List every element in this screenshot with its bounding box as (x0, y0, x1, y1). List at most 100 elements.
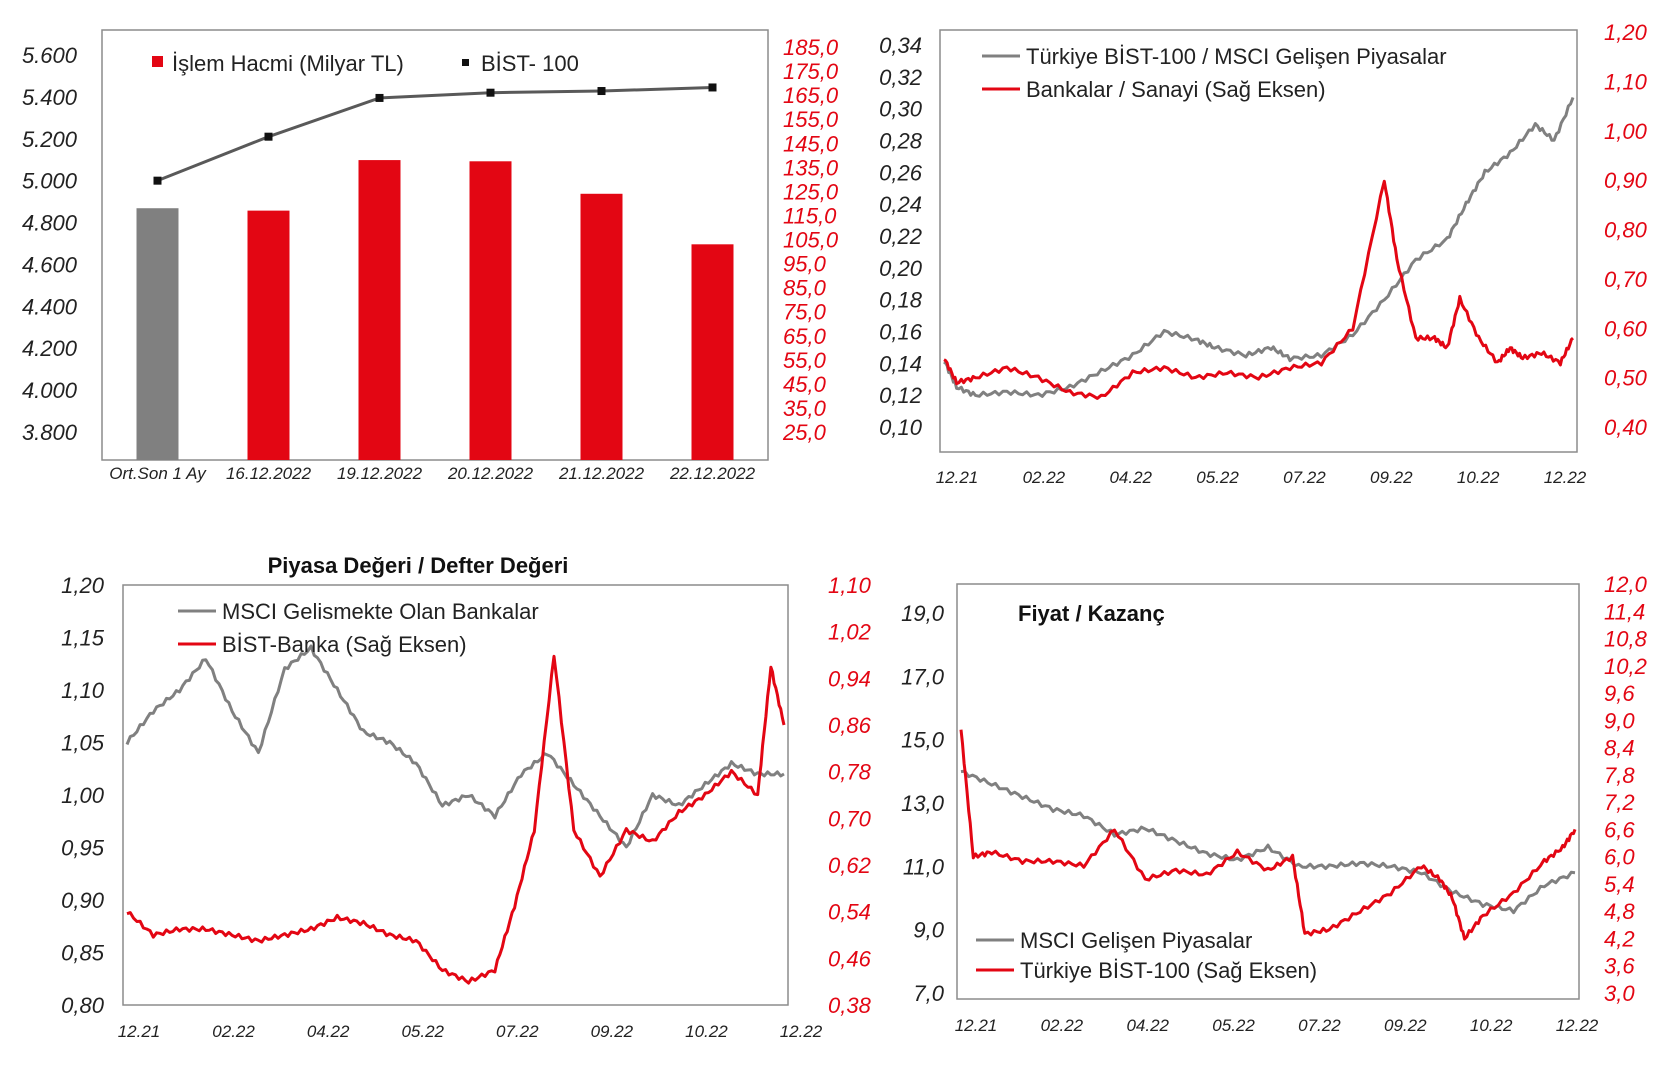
chart3-right-tick-label: 1,10 (828, 573, 872, 598)
chart1-left-tick-label: 4.400 (22, 294, 78, 319)
chart1-right-tick-label: 55,0 (783, 348, 827, 373)
chart3-right-tick-label: 0,78 (828, 760, 872, 785)
chart3-right-tick-label: 1,02 (828, 620, 871, 645)
chart1-right-tick-label: 65,0 (783, 324, 827, 349)
chart2-legend: Türkiye BİST-100 / MSCI Gelişen Piyasala… (982, 44, 1447, 102)
chart4-right-tick-label: 4,8 (1604, 899, 1635, 924)
chart4-left-tick-label: 13,0 (901, 791, 945, 816)
chart3-right-tick-label: 0,54 (828, 900, 871, 925)
chart2-right-tick-label: 0,40 (1604, 415, 1648, 440)
chart3-x-tick-label: 04.22 (307, 1022, 350, 1041)
chart2-right-tick-label: 0,60 (1604, 316, 1648, 341)
chart4-x-tick-label: 12.21 (955, 1016, 998, 1035)
chart4-left-tick-label: 17,0 (901, 664, 945, 689)
chart3-legend: MSCI Gelismekte Olan Bankalar BİST-Banka… (178, 599, 539, 657)
chart4-right-tick-label: 7,8 (1604, 763, 1635, 788)
chart4-x-tick-label: 09.22 (1384, 1016, 1427, 1035)
chart3-left-tick-label: 0,95 (61, 836, 105, 861)
chart4-left-tick-label: 11,0 (903, 854, 945, 879)
chart2-left-tick-label: 0,20 (879, 256, 923, 281)
chart1-x-tick-label: 21.12.2022 (558, 464, 645, 483)
chart1-right-tick-label: 145,0 (783, 131, 839, 156)
chart1-bist-point (708, 83, 717, 92)
chart3-right-tick-label: 0,62 (828, 853, 871, 878)
chart4-right-tick-label: 4,2 (1604, 926, 1635, 951)
chart2-left-tick-label: 0,22 (879, 224, 922, 249)
chart1-right-tick-label: 85,0 (783, 276, 827, 301)
chart1-right-tick-label: 165,0 (783, 83, 839, 108)
chart2-x-tick-label: 07.22 (1283, 468, 1326, 487)
chart4-legend: MSCI Gelişen Piyasalar Türkiye BİST-100 … (976, 928, 1317, 983)
chart3-left-tick-label: 0,80 (61, 993, 105, 1018)
chart1-left-tick-label: 5.600 (22, 43, 78, 68)
chart3-x-tick-label: 12.22 (780, 1022, 823, 1041)
chart1-x-tick-label: 22.12.2022 (669, 464, 756, 483)
chart1-legend: İşlem Hacmi (Milyar TL) BİST- 100 (152, 51, 579, 76)
chart1-right-tick-label: 175,0 (783, 59, 839, 84)
chart4-legend-label-msci-em: MSCI Gelişen Piyasalar (1020, 928, 1252, 953)
chart3-legend-label-msci-banks: MSCI Gelismekte Olan Bankalar (222, 599, 539, 624)
chart3-right-tick-label: 0,38 (828, 993, 872, 1018)
chart-pb-ratio: Piyasa Değeri / Defter Değeri 1,20 1,15 1,… (61, 553, 871, 1041)
chart4-right-tick-label: 10,8 (1604, 627, 1648, 652)
chart2-right-tick-label: 1,00 (1604, 119, 1648, 144)
chart1-bar (580, 193, 623, 460)
chart2-x-tick-label: 09.22 (1370, 468, 1413, 487)
chart1-bar (469, 161, 512, 460)
chart2-legend-label-bist-msci: Türkiye BİST-100 / MSCI Gelişen Piyasala… (1026, 44, 1447, 69)
chart1-legend-label-volume: İşlem Hacmi (Milyar TL) (172, 51, 404, 76)
chart3-right-tick-label: 0,46 (828, 946, 872, 971)
chart3-series-line-red (126, 654, 786, 985)
chart3-x-tick-label: 02.22 (212, 1022, 255, 1041)
chart3-left-tick-label: 1,00 (61, 783, 105, 808)
chart1-legend-label-bist: BİST- 100 (481, 51, 579, 76)
chart1-bar (136, 208, 179, 460)
chart1-right-tick-label: 125,0 (783, 179, 839, 204)
chart1-right-tick-label: 115,0 (783, 203, 837, 228)
chart2-right-tick-label: 0,80 (1604, 218, 1648, 243)
chart1-right-tick-label: 135,0 (783, 155, 839, 180)
chart3-left-tick-label: 1,05 (61, 731, 105, 756)
chart3-right-tick-label: 0,70 (828, 806, 872, 831)
chart1-left-tick-label: 5.400 (22, 85, 78, 110)
chart3-right-tick-label: 0,94 (828, 666, 871, 691)
chart1-right-tick-label: 25,0 (782, 420, 827, 445)
chart1-left-tick-label: 4.800 (22, 211, 78, 236)
chart2-left-tick-label: 0,24 (879, 192, 922, 217)
chart1-x-tick-label: 20.12.2022 (447, 464, 534, 483)
chart2-left-tick-label: 0,28 (879, 129, 923, 154)
chart4-left-tick-label: 15,0 (901, 728, 945, 753)
chart1-legend-swatch-line (462, 59, 469, 66)
chart3-left-tick-label: 1,15 (61, 626, 105, 651)
chart4-right-tick-label: 3,6 (1604, 954, 1635, 979)
chart4-right-tick-label: 6,6 (1604, 817, 1635, 842)
chart2-left-tick-label: 0,18 (879, 288, 923, 313)
chart1-bist-point (597, 87, 606, 96)
chart3-plot-frame (122, 584, 789, 1006)
chart4-x-tick-label: 02.22 (1041, 1016, 1084, 1035)
chart2-series-line-gray (943, 96, 1575, 398)
chart1-left-tick-label: 4.000 (22, 378, 78, 403)
chart1-right-tick-label: 185,0 (783, 35, 839, 60)
chart2-right-tick-label: 0,90 (1604, 168, 1648, 193)
chart2-left-tick-label: 0,34 (879, 33, 922, 58)
chart1-right-tick-label: 105,0 (783, 228, 839, 253)
chart1-legend-swatch-bar (152, 56, 163, 67)
chart4-x-tick-label: 10.22 (1470, 1016, 1513, 1035)
chart1-x-tick-label: Ort.Son 1 Ay (109, 464, 207, 483)
chart3-left-tick-label: 1,10 (61, 678, 105, 703)
chart3-x-tick-label: 10.22 (685, 1022, 728, 1041)
chart1-bar (691, 244, 734, 460)
chart4-plot-frame (956, 583, 1580, 1000)
chart2-left-tick-label: 0,30 (879, 97, 923, 122)
chart1-bist-point (375, 93, 384, 102)
chart3-left-tick-label: 0,85 (61, 941, 105, 966)
chart4-right-tick-label: 11,4 (1604, 599, 1645, 624)
chart4-title: Fiyat / Kazanç (1018, 601, 1165, 626)
chart3-x-tick-label: 09.22 (591, 1022, 634, 1041)
chart4-x-tick-label: 04.22 (1126, 1016, 1169, 1035)
chart2-right-tick-label: 0,50 (1604, 366, 1648, 391)
chart4-right-tick-label: 8,4 (1604, 736, 1635, 761)
chart4-legend-label-bist100: Türkiye BİST-100 (Sağ Eksen) (1020, 958, 1317, 983)
